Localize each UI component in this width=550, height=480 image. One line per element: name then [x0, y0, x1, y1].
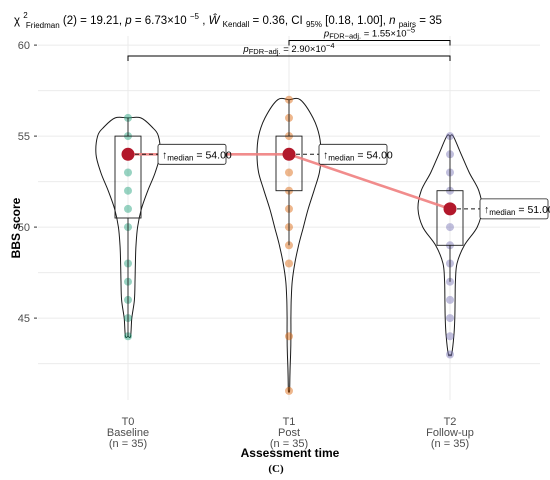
subtitle-n-val: = 35 [419, 15, 442, 27]
y-axis-title: BBS score [9, 197, 23, 258]
data-point [124, 186, 132, 195]
median-value: = 54.00 [194, 149, 232, 161]
bracket-sub: FDR−adj. [329, 32, 361, 41]
median-value: = 51.00 [516, 204, 550, 216]
subtitle-n-sub: pairs [399, 20, 416, 29]
median-point [443, 202, 457, 216]
x-tick-label: T1 Post (n = 35) [270, 416, 308, 450]
x-tick-n: (n = 35) [109, 438, 147, 450]
median-label-box [318, 143, 388, 165]
subtitle-w-label: Ŵ [209, 14, 221, 27]
data-point [285, 168, 293, 177]
data-point [446, 295, 454, 304]
x-tick-code: T0 [122, 416, 135, 428]
bracket-value: = 2.90×10 [281, 44, 326, 55]
median-prefix: median [328, 153, 354, 162]
data-point [124, 204, 132, 213]
x-tick-name: Post [278, 427, 300, 439]
significance-bracket [127, 55, 451, 62]
median-point [282, 147, 296, 161]
subtitle-chi-sup: 2 [23, 11, 28, 20]
subtitle-p-label: p [124, 15, 132, 27]
median-label-box [157, 143, 227, 165]
box-layer [114, 99, 464, 337]
subtitle-p-exp: −5 [190, 12, 200, 21]
x-tick-label: T0 Baseline (n = 35) [107, 416, 149, 450]
median-label-box [479, 198, 549, 220]
median-point [121, 147, 135, 161]
median-value: = 54.00 [355, 149, 393, 161]
bracket-label: pFDR−adj. = 1.55×10−5 [323, 26, 415, 41]
x-tick-name: Baseline [107, 427, 149, 439]
data-point [285, 259, 293, 268]
bracket-p: p [242, 44, 248, 55]
chart-subtitle: χ 2 Friedman (2) = 19.21, p = 6.73×10 −5… [14, 9, 442, 31]
x-axis-title: Assessment time [241, 446, 340, 460]
y-tick-label: 50 [18, 222, 30, 234]
median-label: ↑median = 51.00 [484, 204, 550, 217]
median-arrow: ↑ [484, 204, 489, 216]
significance-bracket [288, 40, 451, 46]
subtitle-w-sub: Kendall [223, 20, 250, 29]
subtitle-ci-sub: 95% [306, 20, 322, 29]
median-prefix: median [489, 208, 515, 217]
bracket-sub: FDR−adj. [249, 47, 281, 56]
data-point [446, 350, 454, 359]
y-tick-label: 45 [18, 313, 30, 325]
bracket-label: pFDR−adj. = 2.90×10−4 [242, 41, 334, 56]
x-tick-code: T2 [444, 416, 457, 428]
x-tick-label: T2 Follow-up (n = 35) [426, 416, 474, 450]
median-label: ↑median = 54.00 [323, 149, 393, 162]
subtitle-n-label: n [389, 15, 395, 27]
median-prefix: median [167, 153, 193, 162]
data-point [285, 332, 293, 341]
x-tick-n: (n = 35) [431, 438, 469, 450]
subtitle-w-val: = 0.36, CI [253, 15, 303, 27]
data-point [124, 168, 132, 177]
bracket-value: = 1.55×10 [361, 29, 406, 40]
x-tick-n: (n = 35) [270, 438, 308, 450]
data-point [446, 332, 454, 341]
x-tick-code: T1 [283, 416, 296, 428]
median-label: ↑median = 54.00 [162, 149, 232, 162]
data-point [285, 386, 293, 395]
panel-caption: (C) [268, 463, 284, 475]
median-arrow: ↑ [323, 149, 328, 161]
y-tick-label: 55 [18, 131, 30, 143]
point-layer [124, 95, 454, 395]
median-layer: ↑median = 54.00 ↑median = 54.00↑median = … [121, 143, 550, 220]
subtitle-ci-val: [0.18, 1.00], [325, 15, 389, 27]
subtitle-chi-sub: Friedman [26, 21, 60, 30]
subtitle-sep1: , [202, 15, 208, 27]
data-point [446, 314, 454, 323]
x-tick-name: Follow-up [426, 427, 474, 439]
subtitle-p-val: = 6.73×10 [135, 15, 187, 27]
data-point [446, 223, 454, 232]
median-arrow: ↑ [162, 149, 167, 161]
bracket-exp: −4 [326, 41, 335, 50]
subtitle-df: (2) = 19.21, [63, 15, 125, 27]
bracket-exp: −5 [407, 26, 416, 35]
y-tick-label: 60 [18, 40, 30, 52]
subtitle-chi: χ [14, 15, 20, 27]
bracket-p: p [323, 29, 329, 40]
